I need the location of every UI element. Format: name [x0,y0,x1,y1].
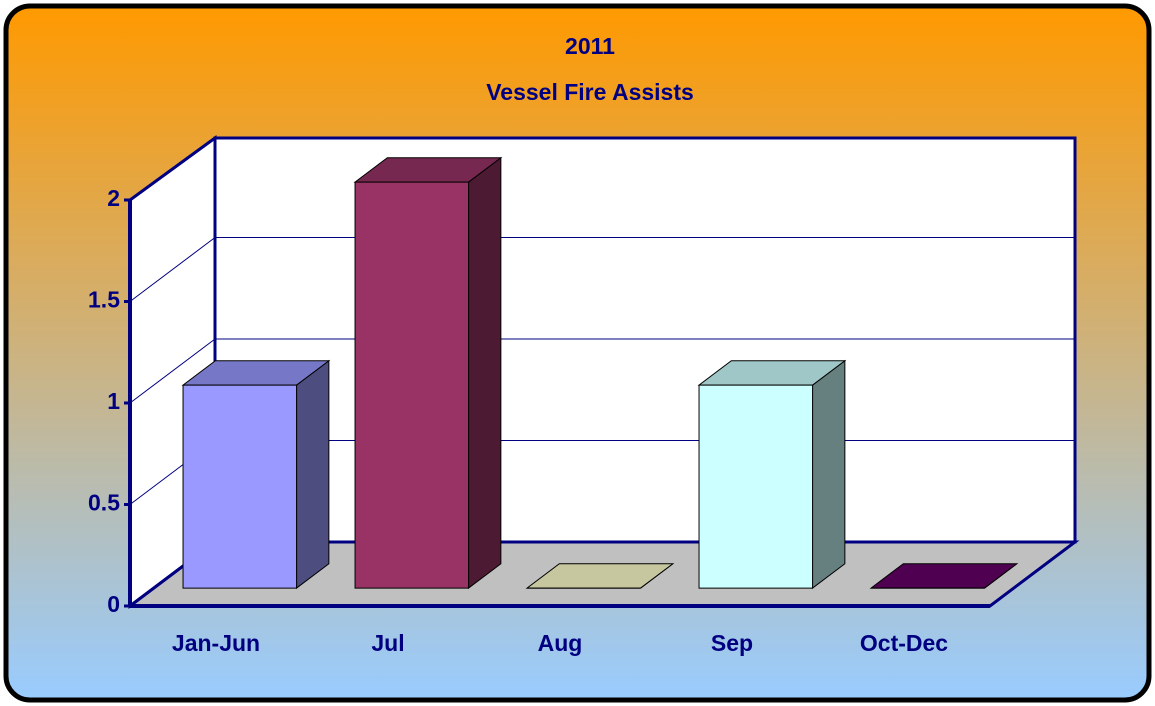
y-tick-label: 0.5 [88,490,120,516]
bar-side [296,359,330,590]
y-tick-label: 1.5 [88,287,120,313]
bar-side [812,359,846,590]
y-tick-label: 2 [107,185,120,211]
bar [869,563,1019,589]
x-tick-label: Jul [371,630,404,656]
bar [181,359,331,590]
chart-subtitle: Vessel Fire Assists [486,79,694,105]
x-tick-label: Aug [538,630,583,656]
bar [353,156,503,590]
x-tick-label: Oct-Dec [860,630,948,656]
x-tick-label: Jan-Jun [172,630,260,656]
x-tick-label: Sep [711,630,753,656]
y-tick-label: 1 [107,388,120,414]
bar-side [468,156,502,590]
bar-front [354,181,470,589]
bar [525,563,675,589]
back-wall [213,136,1077,544]
grid-line [129,237,216,302]
bar-front [182,384,298,589]
grid-line [129,338,216,404]
chart-title: 2011 [565,33,615,59]
y-tick-label: 0 [107,591,120,617]
bar-front [698,384,814,589]
bar [697,359,847,590]
